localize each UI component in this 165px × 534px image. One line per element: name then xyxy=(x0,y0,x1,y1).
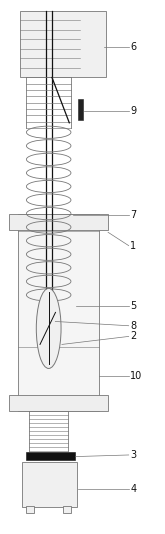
Text: 4: 4 xyxy=(130,484,136,493)
Bar xyxy=(18,214,99,411)
Bar xyxy=(78,99,82,120)
Ellipse shape xyxy=(42,312,55,331)
Bar xyxy=(26,299,75,312)
Text: 10: 10 xyxy=(130,372,143,381)
Bar xyxy=(26,214,91,259)
Text: 9: 9 xyxy=(130,106,136,115)
Bar xyxy=(9,214,108,230)
Text: 6: 6 xyxy=(130,42,136,52)
Text: 3: 3 xyxy=(130,450,136,460)
Bar xyxy=(20,11,106,77)
Text: 2: 2 xyxy=(130,332,137,341)
Text: 8: 8 xyxy=(130,321,136,331)
Bar xyxy=(9,395,108,411)
Text: 7: 7 xyxy=(130,210,137,219)
Bar xyxy=(26,452,75,460)
Text: 1: 1 xyxy=(130,241,136,250)
Circle shape xyxy=(36,288,61,368)
Bar xyxy=(22,462,77,507)
Bar xyxy=(63,506,71,513)
Bar xyxy=(26,506,34,513)
Text: 5: 5 xyxy=(130,301,137,311)
